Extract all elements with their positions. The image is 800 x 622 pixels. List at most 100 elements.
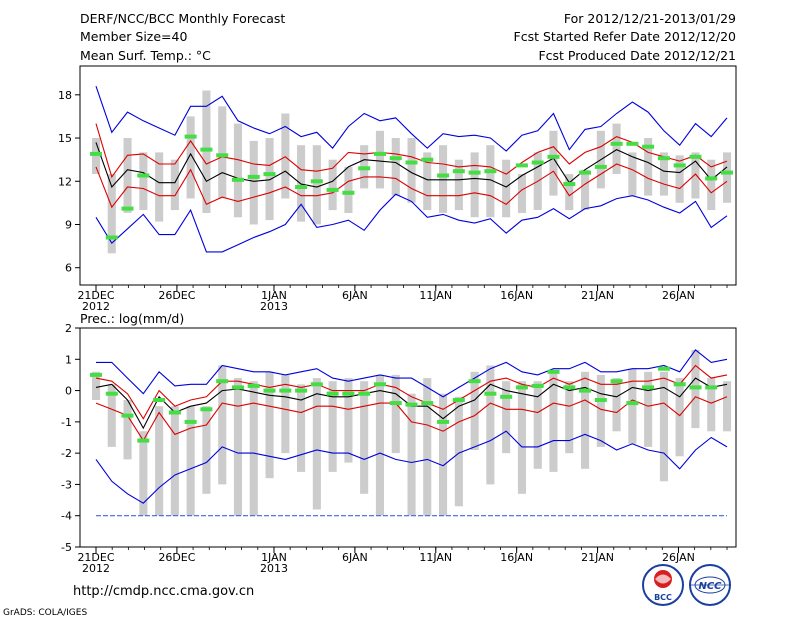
temp-observed-mark-12 (263, 172, 276, 177)
precip-box-29 (533, 381, 542, 469)
bcc-logo: BCC (642, 564, 684, 606)
precip-xtick-label-3: 6JAN (342, 551, 368, 564)
temp-ytick-label-0: 6 (65, 262, 72, 275)
precip-box-24 (454, 396, 463, 507)
temp-observed-mark-1 (90, 151, 102, 156)
temp-observed-mark-23 (437, 173, 450, 178)
precip-box-15 (312, 378, 321, 510)
precip-box-25 (470, 371, 479, 450)
precip-observed-mark-30 (547, 369, 560, 374)
precip-box-37 (659, 371, 668, 482)
bcc-logo-swirl (655, 574, 671, 584)
temp-observed-mark-26 (484, 169, 497, 174)
temp-upper-line (95, 123, 728, 179)
precip-observed-mark-6 (168, 410, 181, 415)
precip-observed-mark-40 (705, 385, 718, 390)
precip-observed-mark-21 (405, 402, 418, 407)
ncc-logo: NCC (689, 564, 731, 606)
temp-observed-mark-2 (105, 235, 118, 240)
precip-observed-mark-23 (437, 419, 450, 424)
precip-box-5 (155, 406, 164, 516)
precip-box-12 (265, 371, 274, 479)
temp-observed-mark-7 (184, 134, 197, 139)
ncc-logo-text: NCC (698, 581, 722, 592)
precip-box-19 (375, 374, 384, 516)
temp-box-5 (155, 152, 164, 222)
temp-observed-mark-34 (610, 141, 623, 146)
precip-observed-mark-18 (358, 391, 371, 396)
precip-box-9 (218, 365, 227, 485)
temp-observed-mark-15 (310, 179, 323, 184)
precip-observed-mark-17 (342, 391, 355, 396)
temp-box-12 (265, 138, 274, 221)
temp-box-38 (675, 155, 684, 203)
temp-observed-mark-3 (121, 206, 134, 211)
temp-box-9 (218, 106, 227, 199)
temp-xtick-label-3: 6JAN (342, 289, 368, 302)
temp-ytick-label-2: 12 (58, 175, 72, 188)
temp-xtick-label-6: 21JAN (581, 289, 614, 302)
temp-box-41 (723, 152, 732, 203)
precip-box-33 (596, 374, 605, 447)
precip-observed-mark-7 (184, 419, 197, 424)
temp-frame-border (79, 65, 737, 286)
precip-observed-mark-20 (389, 401, 402, 406)
precip-observed-mark-33 (594, 398, 607, 402)
temp-box-2 (107, 174, 116, 254)
footer-url[interactable]: http://cmdp.ncc.cma.gov.cn (73, 584, 254, 599)
precip-box-28 (517, 381, 526, 494)
temp-box-36 (644, 138, 653, 196)
temp-observed-mark-30 (547, 154, 560, 159)
precip-ytick-label-4: -1 (61, 416, 72, 429)
temp-box-34 (612, 123, 621, 174)
precip-box-8 (202, 406, 211, 494)
temp-observed-mark-41 (721, 170, 733, 175)
precip-box-2 (107, 384, 116, 447)
precip-box-41 (723, 381, 732, 432)
precip-observed-mark-22 (421, 401, 434, 406)
temp-box-21 (407, 138, 416, 203)
precip-box-22 (423, 378, 432, 516)
temp-observed-mark-16 (326, 187, 339, 192)
header-start-date: Fcst Started Refer Date 2012/12/20 (514, 29, 737, 44)
temp-box-37 (659, 152, 668, 196)
header-forecast-period: For 2012/12/21-2013/01/29 (564, 11, 736, 26)
precip-box-13 (281, 374, 290, 454)
precip-observed-mark-13 (279, 388, 292, 393)
temp-observed-mark-40 (705, 176, 718, 181)
precip-xtick-label-0: 21DEC (77, 551, 114, 564)
precip-box-20 (391, 374, 400, 454)
precip-box-26 (486, 365, 495, 485)
temp-observed-mark-29 (531, 160, 544, 165)
temp-observed-mark-14 (295, 185, 308, 189)
precip-xtick-label-7: 26JAN (662, 551, 695, 564)
header-member-size: Member Size=40 (80, 29, 187, 44)
temp-box-15 (312, 145, 321, 225)
precip-xtick-label-5: 16JAN (500, 551, 533, 564)
temp-box-4 (139, 152, 148, 210)
precip-observed-mark-3 (121, 413, 134, 418)
precip-xtick-sublabel-0: 2012 (82, 562, 110, 575)
precip-xtick-label-1: 26DEC (158, 551, 195, 564)
temp-observed-mark-10 (232, 177, 244, 182)
temp-observed-mark-33 (594, 164, 607, 169)
temp-box-11 (249, 140, 258, 225)
header-title: DERF/NCC/BCC Monthly Forecast (80, 11, 285, 26)
temp-box-20 (391, 138, 400, 196)
bcc-logo-text: BCC (654, 593, 672, 602)
precip-observed-mark-9 (216, 379, 229, 384)
temp-box-40 (707, 159, 716, 211)
precip-box-32 (581, 371, 590, 469)
temp-box-31 (565, 174, 574, 211)
temp-observed-mark-28 (515, 163, 528, 168)
precip-max-line (96, 349, 728, 398)
temp-box-22 (423, 152, 432, 210)
precip-observed-mark-12 (263, 388, 276, 393)
precip-ytick-label-2: -3 (61, 478, 72, 491)
temp-box-16 (328, 159, 337, 211)
temp-observed-mark-11 (247, 174, 260, 179)
temp-ytick-label-1: 9 (65, 218, 72, 231)
temp-lower-line (95, 163, 728, 209)
